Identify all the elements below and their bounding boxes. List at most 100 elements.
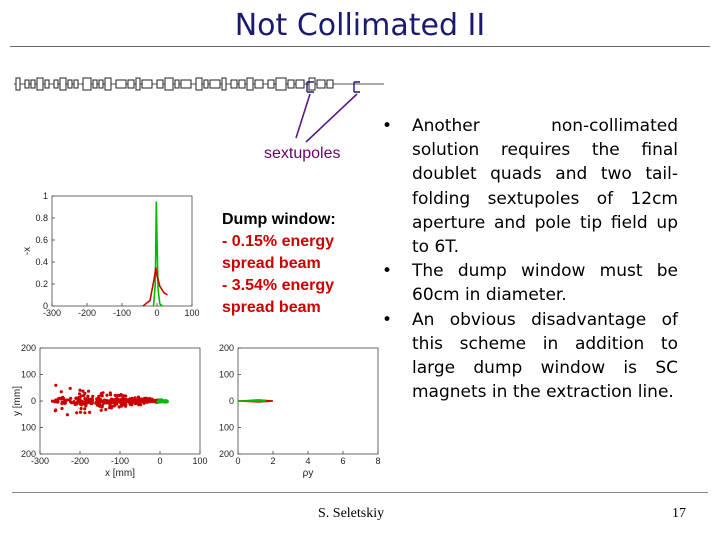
magnet-element [15,77,21,91]
sextupole-marker-2 [353,81,360,93]
scatter-point [117,405,121,409]
y-tick-label: 0.6 [35,235,48,245]
sextupole-marker-1 [306,81,314,93]
scatter-point [100,404,104,408]
scatter-point [112,404,116,408]
y-tick-label: 0.2 [35,279,48,289]
scatter-point [90,398,95,402]
x-tick-label: -200 [78,308,96,318]
bullet-text: An obvious disadvantage of this scheme i… [412,309,678,403]
x-tick-label: -300 [43,308,61,318]
plot-frame [51,195,193,307]
y-tick-label: 100 [21,370,36,380]
series-narrow-spread [152,201,163,307]
scatter-point-core [165,399,169,404]
scatter-point [104,407,108,412]
y-tick-label: 100 [21,423,36,433]
scatter-point [50,399,55,403]
scatter-point [132,400,136,404]
scatter-point [104,401,108,405]
title-divider [10,46,710,47]
scatter-point [101,391,105,395]
scatter-point [142,401,146,405]
scatter-point [135,401,139,405]
x-tick-label: -100 [113,308,131,318]
plot-series [237,399,274,403]
bullet-item: • An obvious disadvantage of this scheme … [382,308,678,405]
bullet-text: The dump window must be 60cm in diameter… [412,261,678,306]
magnet-element [30,79,36,89]
scatter-point [90,401,94,406]
magnet-element [174,79,180,89]
y-tick-label: 200 [219,343,234,353]
scatter-point [81,389,85,393]
scatter-point [61,395,65,399]
dump-window-line-narrow: - 0.15% energy spread beam [222,233,335,272]
scatter-point [128,402,132,406]
scatter-point [147,399,151,404]
scatter-point [109,393,113,397]
magnet-element [267,79,275,89]
scatter-point [86,389,91,393]
magnet-element [44,79,50,89]
x-tick-label: 6 [340,456,345,466]
x-tick-label: 8 [375,456,380,466]
y-tick-label: 1 [43,191,48,201]
tick-labels: 0 2 4 6 8 200 100 0 100 200 ρy [219,343,381,479]
scatter-point [117,399,121,403]
x-axis-label: ρy [303,468,314,479]
magnet-elements [15,77,334,91]
scatter-point [68,386,72,390]
plot-series [142,201,168,307]
magnet-element [141,79,153,89]
x-tick-label: 100 [192,456,207,466]
magnet-element [230,79,238,89]
scatter-point [59,390,63,394]
magnet-element [308,77,316,91]
scatter-point [80,399,84,403]
magnet-element [82,77,92,91]
scatter-point [78,397,82,401]
x-tick-label: 0 [235,456,240,466]
y-tick-label: 0 [43,301,48,311]
scatter-point [73,402,78,406]
scatter-point [83,407,87,411]
sextupole-pointers [295,81,360,143]
magnet-element [180,79,192,89]
scatter-point [65,398,69,402]
scatter-point [119,393,123,397]
x-tick-label: -100 [111,456,129,466]
scatter-point [138,399,143,403]
sextupoles-label: sextupoles [264,145,341,162]
scatter-point [65,413,69,417]
magnet-element [115,79,127,89]
scatter-point [148,396,152,401]
magnet-element [67,79,73,89]
footer-author: S. Seletskiy [318,506,385,521]
magnet-element [195,77,203,91]
dump-window-line-wide: - 3.54% energy spread beam [222,277,335,316]
magnet-element [73,79,79,89]
scatter-point [135,399,139,403]
magnet-element [203,79,209,89]
magnet-element [135,77,141,91]
magnet-element [53,79,59,89]
magnet-element [287,79,295,89]
magnet-element [92,79,98,89]
scatter-point [124,403,128,407]
beam-profile-scatter: -300 -200 -100 0 100 200 100 0 100 200 x [mm] y [mm… [12,343,208,479]
y-tick-label: 200 [21,449,36,459]
dump-window-heading: Dump window: [222,211,336,228]
scatter-point [60,406,64,411]
scatter-point [116,393,120,398]
magnet-element [295,79,305,89]
dump-window-legend: Dump window: - 0.15% energy spread beam … [222,209,362,319]
magnet-element [221,77,227,91]
scatter-point [88,410,92,414]
magnet-element [326,79,334,89]
magnet-element [238,79,246,89]
y-tick-label: 200 [219,449,234,459]
scatter-point [78,410,83,414]
y-tick-label: 100 [219,423,234,433]
scatter-point [83,397,87,401]
